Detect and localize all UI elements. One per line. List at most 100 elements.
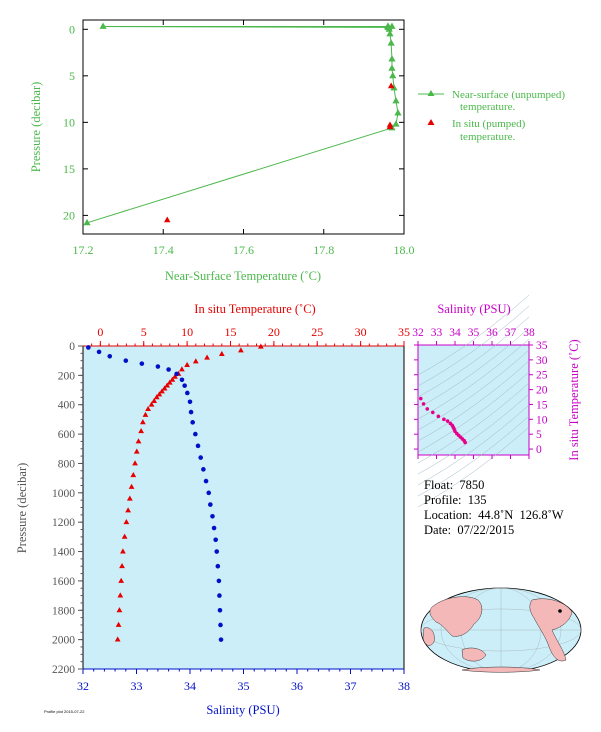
pressure-tick-label: 800: [58, 458, 76, 470]
ts-sal-tick-label: 38: [523, 327, 535, 339]
temperature-point: [145, 405, 151, 412]
temperature-point: [166, 379, 173, 385]
ts-temp-tick-label: 10: [536, 414, 548, 426]
ts-sal-tick-label: 33: [431, 327, 443, 339]
salinity-tick-label: 36: [291, 679, 303, 693]
salinity-point: [210, 514, 215, 519]
near-surface-point: [394, 109, 402, 116]
pressure-tick-label: 0: [69, 341, 75, 353]
ts-point: [421, 402, 426, 406]
pressure-tick-label: 2000: [52, 635, 75, 647]
ts-temp-tick-label: 5: [536, 429, 542, 441]
density-contour: [417, 305, 530, 387]
salinity-point: [195, 443, 201, 449]
map-land-antarctica: [461, 666, 541, 673]
salinity-point: [185, 390, 190, 396]
temp-tick-label: 35: [398, 325, 410, 339]
ts-sal-tick-label: 32: [412, 327, 424, 339]
salinity-point: [107, 353, 113, 359]
salinity-point: [179, 377, 185, 383]
density-contour: [417, 393, 530, 475]
density-contour: [417, 371, 530, 453]
ts-point: [463, 440, 467, 445]
footer-note: Profile plot 2015-07-22: [44, 709, 85, 714]
density-contour: [417, 294, 530, 376]
top-ylabel: Pressure (decibar): [29, 82, 43, 173]
salinity-point: [166, 367, 171, 372]
map-land-asia: [429, 596, 483, 637]
near-surface-point: [392, 96, 400, 104]
main-plot-area: [82, 345, 405, 670]
ts-sal-tick-label: 34: [449, 327, 461, 339]
top-xtick-label: 18.0: [394, 243, 415, 257]
temperature-point: [128, 483, 135, 489]
salinity-point: [198, 455, 203, 460]
ts-temp-tick-label: 35: [536, 340, 548, 352]
temp-tick-label: 0: [97, 325, 103, 339]
salinity-point: [203, 478, 209, 484]
top-ytick-label: 0: [69, 22, 75, 36]
temperature-point: [142, 411, 149, 417]
pressure-tick-label: 1000: [52, 488, 75, 500]
top-ytick-label: 5: [69, 69, 75, 83]
top-xtick-label: 17.2: [73, 243, 94, 257]
ts-sal-tick-label: 35: [468, 327, 480, 339]
salinity-point: [96, 349, 102, 355]
near-surface-point: [386, 29, 394, 37]
salinity-tick-label: 32: [77, 679, 89, 693]
density-contour: [417, 349, 530, 431]
map-land-africa: [422, 627, 435, 646]
temperature-point: [119, 563, 125, 569]
temperature-point: [192, 358, 199, 364]
temperature-point: [116, 607, 123, 613]
ts-point: [431, 410, 435, 415]
top-xtick-label: 17.6: [233, 243, 254, 257]
temp-tick-label: 10: [181, 325, 193, 339]
salinity-point: [193, 431, 198, 437]
density-contour: [417, 327, 530, 409]
temperature-point: [179, 366, 185, 372]
ts-plot-area: [417, 344, 530, 456]
temperature-point: [151, 397, 158, 403]
legend-label-near-surface-1: Near-surface (unpumped): [452, 89, 565, 101]
salinity-point: [218, 637, 224, 642]
temp-tick-label: 30: [355, 325, 367, 339]
ts-temp-tick-label: 15: [536, 399, 548, 411]
density-contour: [417, 415, 530, 497]
near-surface-point: [388, 22, 396, 29]
in-situ-point: [387, 82, 395, 89]
top-plot-frame: [82, 19, 405, 235]
temperature-point: [184, 361, 190, 368]
density-contour: [417, 360, 530, 442]
salinity-tick-label: 33: [131, 679, 143, 693]
pressure-tick-label: 2200: [52, 664, 75, 676]
temperature-point: [164, 382, 171, 388]
ts-point: [445, 419, 450, 423]
pressure-tick-label: 200: [58, 370, 76, 382]
salinity-point: [182, 383, 187, 388]
salinity-tick-label: 34: [184, 679, 196, 693]
salinity-point: [217, 593, 222, 598]
density-contour: [417, 426, 530, 508]
temperature-point: [132, 460, 138, 466]
pressure-tick-label: 1800: [52, 605, 75, 617]
temperature-point: [257, 343, 264, 349]
near-surface-point: [388, 55, 396, 62]
temperature-point: [121, 533, 128, 539]
salinity-point: [216, 578, 222, 584]
salinity-tick-label: 37: [345, 679, 357, 693]
map-land-americas: [529, 598, 573, 662]
salinity-point: [211, 525, 217, 531]
near-surface-point: [83, 218, 91, 226]
density-contour: [417, 316, 530, 398]
temp-tick-label: 5: [141, 325, 147, 339]
legend-label-in-situ-1: In situ (pumped): [452, 118, 526, 130]
top-ytick-label: 15: [63, 162, 75, 176]
location: Location: 44.8˚N 126.8˚W: [424, 508, 564, 522]
ts-point: [425, 407, 430, 411]
near-surface-point: [390, 83, 398, 91]
float-id: Float: 7850: [424, 478, 485, 492]
temperature-point: [159, 388, 165, 394]
temperature-point: [148, 401, 155, 407]
ts-ylabel: In situ Temperature (˚C): [567, 339, 581, 460]
